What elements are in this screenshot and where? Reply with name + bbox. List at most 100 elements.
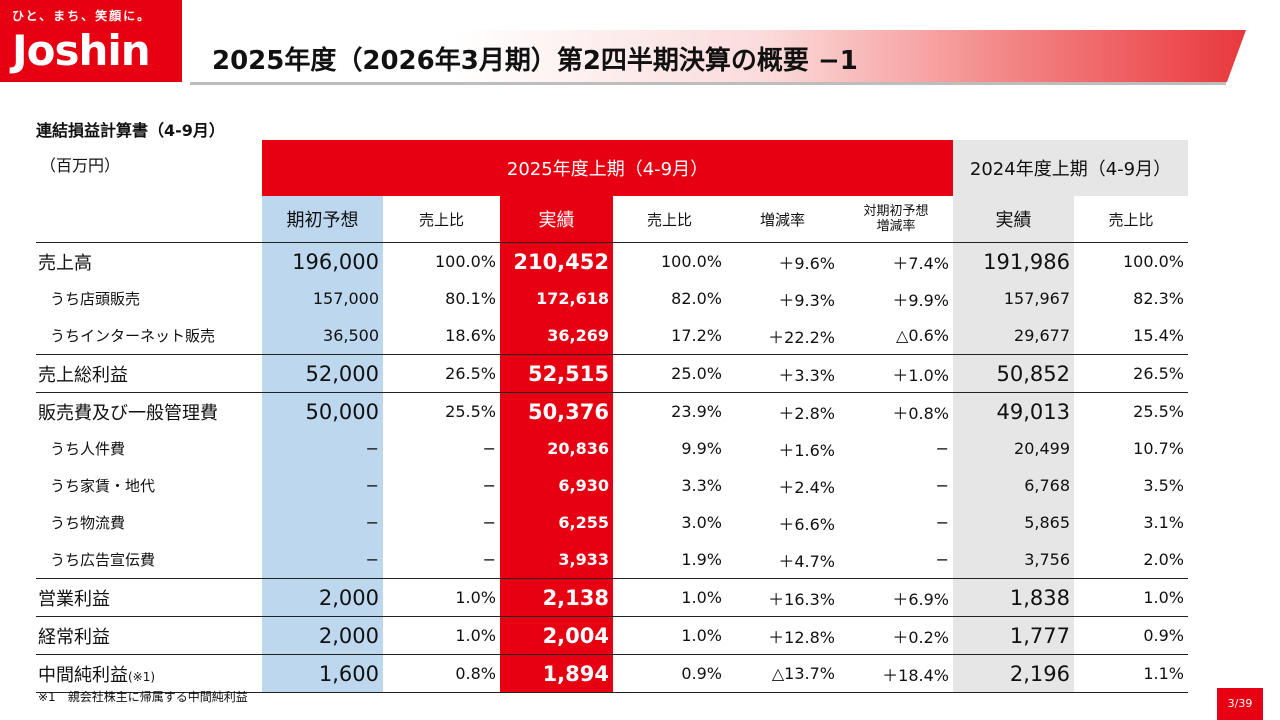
forecast-value: − — [262, 430, 383, 467]
actual-ratio: 100.0% — [660, 252, 722, 271]
actual-value: 210,452 — [500, 242, 613, 280]
row-label: うち物流費 — [50, 514, 126, 532]
vs-forecast-rate: ＋9.9% — [892, 290, 949, 310]
group-header-2025: 2025年度上期（4-9月） — [262, 140, 953, 196]
growth-rate: △13.7% — [726, 654, 839, 693]
prev-ratio: 2.0% — [1143, 550, 1184, 569]
prev-ratio: 3.5% — [1143, 476, 1184, 495]
table-row: 売上高 196,000 100.0% 210,452 100.0% ＋9.6% … — [36, 242, 1188, 280]
col-prev-ratio: 売上比 — [1074, 196, 1188, 243]
forecast-ratio: 100.0% — [434, 252, 496, 271]
col-prev-actual: 実績 — [953, 196, 1074, 243]
prev-actual-value: 29,677 — [953, 317, 1074, 355]
actual-ratio: 9.9% — [681, 439, 722, 458]
table-row: うち物流費 − − 6,255 3.0% ＋6.6% − 5,865 3.1% — [36, 504, 1188, 541]
forecast-ratio: 1.0% — [383, 616, 500, 655]
row-label: 販売費及び一般管理費 — [38, 402, 218, 424]
row-label: 経常利益 — [36, 616, 262, 655]
vs-forecast-rate: ＋0.2% — [839, 616, 953, 655]
forecast-value: 157,000 — [262, 280, 383, 317]
vs-forecast-rate: ＋18.4% — [839, 654, 953, 693]
prev-ratio: 25.5% — [1133, 402, 1184, 421]
forecast-ratio: − — [482, 439, 496, 458]
group-header-2024: 2024年度上期（4-9月） — [953, 140, 1188, 196]
forecast-ratio: 18.6% — [445, 326, 496, 345]
forecast-value: − — [262, 541, 383, 579]
col-forecast: 期初予想 — [262, 196, 383, 243]
prev-ratio: 26.5% — [1074, 354, 1188, 393]
row-label: 売上総利益 — [36, 354, 262, 393]
forecast-value: 2,000 — [262, 616, 383, 655]
col-actual-ratio: 売上比 — [613, 196, 726, 243]
vs-forecast-rate: ＋6.9% — [839, 578, 953, 617]
prev-ratio: 100.0% — [1122, 252, 1184, 271]
actual-value: 2,138 — [500, 578, 613, 617]
forecast-ratio: − — [482, 550, 496, 569]
row-label: 中間純利益(※1) — [36, 654, 262, 693]
actual-value: 20,836 — [500, 430, 613, 467]
col-vs-forecast-line2: 増減率 — [876, 219, 916, 234]
actual-ratio: 1.0% — [613, 578, 726, 617]
prev-ratio: 15.4% — [1133, 326, 1184, 345]
growth-rate: ＋1.6% — [778, 440, 835, 460]
vs-forecast-rate: − — [935, 476, 949, 495]
row-label: うち店頭販売 — [50, 290, 141, 308]
prev-actual-value: 3,756 — [953, 541, 1074, 579]
prev-ratio: 10.7% — [1133, 439, 1184, 458]
forecast-value: 52,000 — [262, 354, 383, 393]
table-row: うちインターネット販売 36,500 18.6% 36,269 17.2% ＋2… — [36, 317, 1188, 355]
actual-ratio: 23.9% — [671, 402, 722, 421]
growth-rate: ＋2.4% — [778, 477, 835, 497]
forecast-ratio: 26.5% — [383, 354, 500, 393]
prev-actual-value: 191,986 — [953, 242, 1074, 280]
col-vs-forecast-line1: 対期初予想 — [863, 204, 929, 219]
growth-rate: ＋16.3% — [726, 578, 839, 617]
table-row: 経常利益 2,000 1.0% 2,004 1.0% ＋12.8% ＋0.2% … — [36, 616, 1188, 655]
prev-actual-value: 6,768 — [953, 467, 1074, 504]
prev-actual-value: 49,013 — [953, 392, 1074, 430]
row-label-note: (※1) — [128, 669, 156, 684]
vs-forecast-rate: − — [935, 513, 949, 532]
forecast-ratio: 25.5% — [445, 402, 496, 421]
forecast-value: 36,500 — [262, 317, 383, 355]
actual-ratio: 1.0% — [613, 616, 726, 655]
forecast-ratio: 0.8% — [383, 654, 500, 693]
forecast-ratio: − — [482, 476, 496, 495]
actual-ratio: 0.9% — [613, 654, 726, 693]
prev-actual-value: 2,196 — [953, 654, 1074, 693]
prev-actual-value: 1,838 — [953, 578, 1074, 617]
row-label: うちインターネット販売 — [50, 327, 216, 345]
prev-actual-value: 1,777 — [953, 616, 1074, 655]
actual-ratio: 25.0% — [613, 354, 726, 393]
vs-forecast-rate: ＋7.4% — [892, 253, 949, 273]
footnote: ※1 親会社株主に帰属する中間純利益 — [38, 690, 248, 704]
title-bar: 2025年度（2026年3月期）第2四半期決算の概要 −1 — [190, 30, 1246, 82]
title-underline — [190, 82, 1226, 85]
growth-rate: ＋6.6% — [778, 514, 835, 534]
col-forecast-ratio: 売上比 — [383, 196, 500, 243]
vs-forecast-rate: ＋1.0% — [839, 354, 953, 393]
actual-value: 2,004 — [500, 616, 613, 655]
actual-ratio: 17.2% — [671, 326, 722, 345]
forecast-value: 1,600 — [262, 654, 383, 693]
section-title: 連結損益計算書（4-9月） — [36, 121, 225, 140]
table-row: 営業利益 2,000 1.0% 2,138 1.0% ＋16.3% ＋6.9% … — [36, 578, 1188, 617]
row-label: 売上高 — [38, 252, 92, 274]
actual-value: 52,515 — [500, 354, 613, 393]
table-row: うち店頭販売 157,000 80.1% 172,618 82.0% ＋9.3%… — [36, 280, 1188, 317]
page-title: 2025年度（2026年3月期）第2四半期決算の概要 −1 — [212, 46, 858, 76]
growth-rate: ＋2.8% — [778, 403, 835, 423]
prev-ratio: 0.9% — [1074, 616, 1188, 655]
prev-actual-value: 157,967 — [953, 280, 1074, 317]
forecast-ratio: 1.0% — [383, 578, 500, 617]
table-row: 売上総利益 52,000 26.5% 52,515 25.0% ＋3.3% ＋1… — [36, 354, 1188, 393]
col-actual: 実績 — [500, 196, 613, 243]
growth-rate: ＋12.8% — [726, 616, 839, 655]
prev-ratio: 82.3% — [1133, 289, 1184, 308]
vs-forecast-rate: − — [935, 439, 949, 458]
forecast-value: 2,000 — [262, 578, 383, 617]
table-row: うち広告宣伝費 − − 3,933 1.9% ＋4.7% − 3,756 2.0… — [36, 541, 1188, 579]
unit-label: （百万円） — [40, 156, 121, 175]
prev-ratio: 1.0% — [1074, 578, 1188, 617]
table-row: うち家賃・地代 − − 6,930 3.3% ＋2.4% − 6,768 3.5… — [36, 467, 1188, 504]
